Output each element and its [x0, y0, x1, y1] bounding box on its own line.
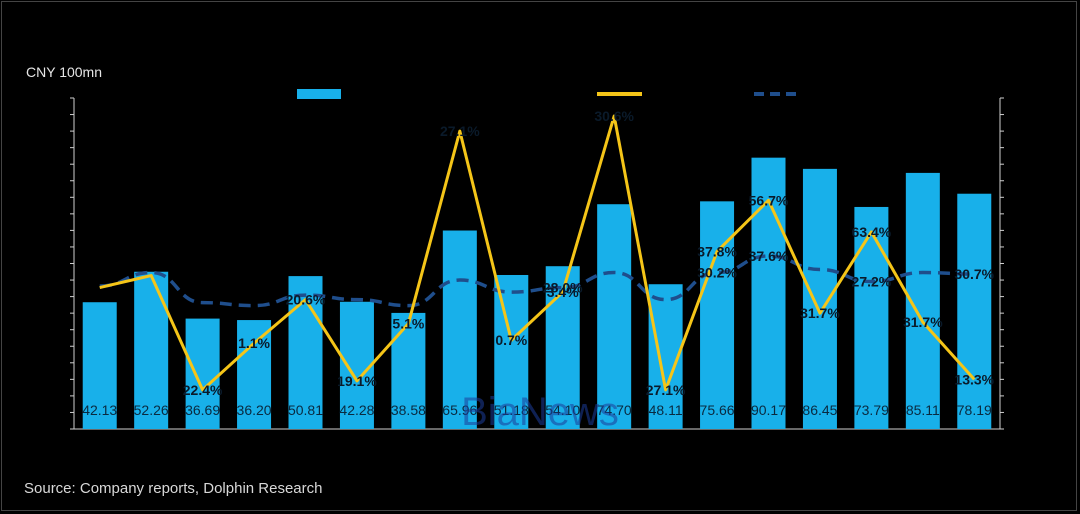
- trend-pct-label: 28.0%: [543, 280, 583, 296]
- bar-value-label: 73.79: [854, 402, 889, 418]
- bar-value-label: 36.69: [185, 402, 220, 418]
- trend-pct-label: 30.7%: [954, 266, 994, 282]
- bar: [700, 201, 735, 429]
- bar-value-label: 51.18: [494, 402, 529, 418]
- growth-pct-label: 19.1%: [337, 373, 377, 389]
- bar-value-label: 78.19: [957, 402, 992, 418]
- bar-value-label: 54.10: [545, 402, 580, 418]
- bar-value-label: 86.45: [802, 402, 837, 418]
- growth-pct-label: 13.3%: [954, 371, 994, 387]
- growth-pct-label: 37.8%: [697, 243, 737, 259]
- bar-value-label: 85.11: [906, 402, 940, 418]
- growth-pct-label: 22.4%: [183, 382, 223, 398]
- bar-value-label: 50.81: [288, 402, 323, 418]
- bar-value-label: 48.11: [649, 402, 683, 418]
- bar-value-label: 52.26: [134, 402, 169, 418]
- bar-value-label: 90.17: [751, 402, 786, 418]
- growth-pct-label: 31.7%: [800, 305, 840, 321]
- growth-pct-label: 31.7%: [903, 314, 943, 330]
- bar: [854, 206, 889, 429]
- y-axis-unit-label: CNY 100mn: [26, 64, 103, 80]
- growth-pct-label: 0.7%: [495, 332, 527, 348]
- growth-pct-label: 27.1%: [440, 123, 480, 139]
- growth-pct-label: 20.6%: [286, 292, 326, 308]
- bar-value-label: 42.13: [82, 402, 117, 418]
- watermark: BiaNews: [461, 390, 619, 434]
- bar: [494, 274, 529, 429]
- source-note: Source: Company reports, Dolphin Researc…: [24, 480, 323, 497]
- bar: [237, 320, 272, 429]
- bar-value-label: 75.66: [700, 402, 735, 418]
- legend-bar-swatch: [297, 89, 341, 99]
- growth-pct-label: 63.4%: [852, 224, 892, 240]
- bar-value-label: 65.96: [442, 402, 477, 418]
- bar-value-label: 38.58: [391, 402, 426, 418]
- trend-pct-label: 37.6%: [749, 248, 789, 264]
- bar-value-label: 42.28: [339, 402, 374, 418]
- growth-pct-label: 1.1%: [238, 335, 270, 351]
- growth-pct-label: 3.4%: [547, 284, 579, 300]
- trend-pct-label: 27.2%: [852, 274, 892, 290]
- bar-value-label: 36.20: [237, 402, 272, 418]
- growth-pct-label: 27.1%: [646, 382, 686, 398]
- bar-value-label: 74.70: [597, 402, 632, 418]
- bar: [957, 193, 992, 429]
- trend-pct-label: 30.2%: [697, 265, 737, 281]
- bar: [185, 318, 220, 429]
- bar: [391, 312, 426, 429]
- growth-pct-label: 30.6%: [594, 108, 634, 124]
- bar: [442, 230, 477, 429]
- growth-pct-label: 5.1%: [392, 316, 424, 332]
- bar: [802, 168, 837, 430]
- bar: [82, 302, 117, 429]
- trend-line: [99, 254, 975, 308]
- growth-pct-label: 56.7%: [749, 192, 789, 208]
- bar: [597, 204, 632, 429]
- growth-line: [99, 114, 976, 392]
